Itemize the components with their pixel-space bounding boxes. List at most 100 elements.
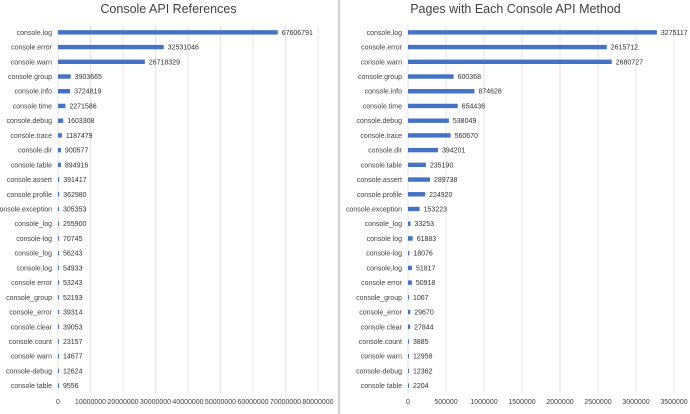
category-label: console.exception — [346, 207, 402, 214]
data-label: 33253 — [415, 221, 435, 228]
category-label: console table — [11, 383, 52, 390]
x-tick-label: 20000000 — [107, 399, 138, 406]
category-label: console.trace — [10, 133, 52, 140]
bar — [408, 118, 449, 123]
bar — [58, 221, 59, 226]
category-label: console-debug — [356, 368, 402, 375]
data-label: 27844 — [414, 324, 434, 331]
category-label: console log — [367, 236, 403, 243]
data-label: 153223 — [424, 207, 447, 214]
bar — [408, 383, 409, 388]
category-label: console_log — [15, 251, 52, 258]
category-label: console.table — [11, 162, 52, 169]
bar — [408, 74, 454, 79]
data-label: 26718329 — [149, 59, 180, 66]
category-label: console.error — [361, 45, 403, 52]
category-label: console.group — [358, 74, 402, 81]
bar — [408, 30, 657, 35]
data-label: 235190 — [430, 162, 453, 169]
x-tick-label: 0 — [406, 399, 410, 406]
data-label: 874628 — [478, 89, 501, 96]
data-label: 1187479 — [66, 133, 93, 140]
data-label: 67606791 — [282, 30, 313, 37]
bar — [408, 236, 413, 241]
category-label: console.count — [9, 339, 52, 346]
data-label: 12958 — [413, 354, 433, 361]
x-tick-label: 3500000 — [660, 399, 687, 406]
category-label: console,log — [367, 265, 403, 272]
panel-divider — [338, 0, 340, 414]
x-tick-label: 0 — [56, 399, 60, 406]
category-label: console.trace — [360, 133, 402, 140]
bar — [58, 177, 60, 182]
data-label: 362980 — [63, 192, 86, 199]
bar — [408, 162, 426, 168]
data-label: 2615712 — [611, 45, 638, 52]
data-label: 39314 — [63, 310, 83, 317]
data-label: 894916 — [65, 162, 88, 169]
bar — [408, 103, 458, 109]
bar — [408, 353, 409, 359]
bar — [408, 59, 612, 65]
category-label: console_group — [356, 295, 402, 302]
data-label: 391417 — [63, 177, 86, 184]
category-label: console.error — [11, 45, 53, 52]
category-label: console.assert — [357, 177, 402, 184]
bar — [408, 177, 431, 182]
category-label: console.time — [363, 103, 402, 110]
data-label: 12362 — [413, 368, 433, 375]
bar — [408, 221, 411, 226]
chart-panel-pages-per-method: Pages with Each Console API Method 0 5000… — [341, 0, 690, 414]
bar — [58, 103, 66, 109]
category-label: console warn — [11, 354, 52, 361]
category-label: console.clear — [11, 324, 53, 331]
x-tick-label: 60000000 — [237, 399, 268, 406]
category-label: console.assert — [7, 177, 52, 184]
data-label: 3903665 — [75, 74, 102, 81]
data-label: 654436 — [462, 103, 485, 110]
bar — [408, 339, 409, 344]
data-label: 900577 — [65, 148, 88, 155]
category-label: console.warn — [361, 59, 402, 66]
data-label: 14677 — [63, 354, 83, 361]
data-label: 32531046 — [168, 45, 199, 52]
category-label: console.dir — [18, 148, 53, 155]
category-label: console,log — [17, 265, 53, 272]
category-label: console.group — [8, 74, 52, 81]
category-label: console.log — [367, 30, 403, 37]
bar — [408, 44, 607, 50]
x-tick-label: 40000000 — [172, 399, 203, 406]
bar — [58, 250, 59, 256]
category-label: console error — [361, 280, 403, 287]
x-tick-label: 1000000 — [470, 399, 497, 406]
data-label: 3275117 — [661, 30, 688, 37]
category-label: console_error — [9, 310, 52, 317]
x-tick-label: 2000000 — [546, 399, 573, 406]
category-label: console.debug — [6, 118, 52, 125]
x-tick-label: 1500000 — [508, 399, 535, 406]
data-label: 70745 — [63, 236, 83, 243]
data-label: 1603308 — [67, 118, 94, 125]
category-label: console_log — [365, 221, 402, 228]
data-label: 54933 — [63, 265, 83, 272]
data-label: 29670 — [414, 310, 434, 317]
data-label: 18076 — [413, 251, 433, 258]
bar — [58, 192, 60, 197]
bar — [58, 339, 59, 344]
category-label: console.warn — [11, 59, 52, 66]
category-label: console-log — [16, 236, 52, 243]
bar — [408, 89, 475, 94]
bar — [408, 206, 420, 212]
bar — [58, 309, 59, 315]
category-label: console.profile — [7, 192, 52, 199]
data-label: 289738 — [434, 177, 457, 184]
category-label: console.debug — [356, 118, 402, 125]
bar — [58, 280, 59, 285]
x-tick-label: 80000000 — [302, 399, 333, 406]
bar — [408, 309, 411, 315]
bar — [58, 236, 59, 241]
data-label: 39053 — [63, 324, 83, 331]
bar — [58, 147, 61, 153]
x-tick-label: 3000000 — [622, 399, 649, 406]
category-label: console.profile — [357, 192, 402, 199]
